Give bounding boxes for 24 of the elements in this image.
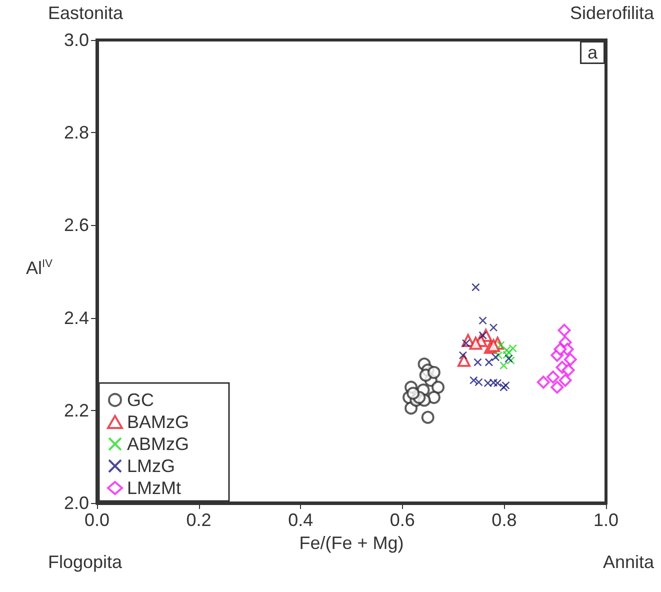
y-tick-label: 2.8 bbox=[64, 122, 89, 143]
x-tick-label: 0.4 bbox=[288, 510, 314, 530]
legend-label: LMzMt bbox=[127, 478, 181, 498]
y-tick-label: 2.4 bbox=[64, 308, 89, 328]
text: Eastonita bbox=[48, 3, 124, 23]
text: Flogopita bbox=[48, 552, 124, 572]
x-tick-label: 0.6 bbox=[390, 510, 415, 530]
y-tick-label: 2.0 bbox=[64, 493, 89, 513]
annotation: a bbox=[587, 42, 598, 62]
x-tick-label: 1.0 bbox=[593, 510, 619, 530]
text: Siderofilita bbox=[570, 3, 655, 23]
x-tick-label: 0.0 bbox=[84, 510, 110, 530]
y-tick-label: 2.6 bbox=[64, 215, 89, 236]
x-tick-label: 0.2 bbox=[186, 510, 212, 530]
legend-label: GC bbox=[127, 390, 154, 410]
y-tick-label: 3.0 bbox=[64, 30, 89, 50]
text: Annita bbox=[602, 552, 655, 572]
legend-label: ABMzG bbox=[127, 434, 190, 454]
x-tick-label: 0.8 bbox=[492, 510, 517, 530]
y-axis-title: Al$^{IV}$ bbox=[26, 258, 52, 279]
legend-label: LMzG bbox=[127, 456, 176, 476]
legend-label: BAMzG bbox=[127, 412, 190, 432]
y-tick-label: 2.2 bbox=[64, 400, 89, 420]
x-axis-title: Fe/(Fe + Mg) bbox=[299, 532, 404, 553]
